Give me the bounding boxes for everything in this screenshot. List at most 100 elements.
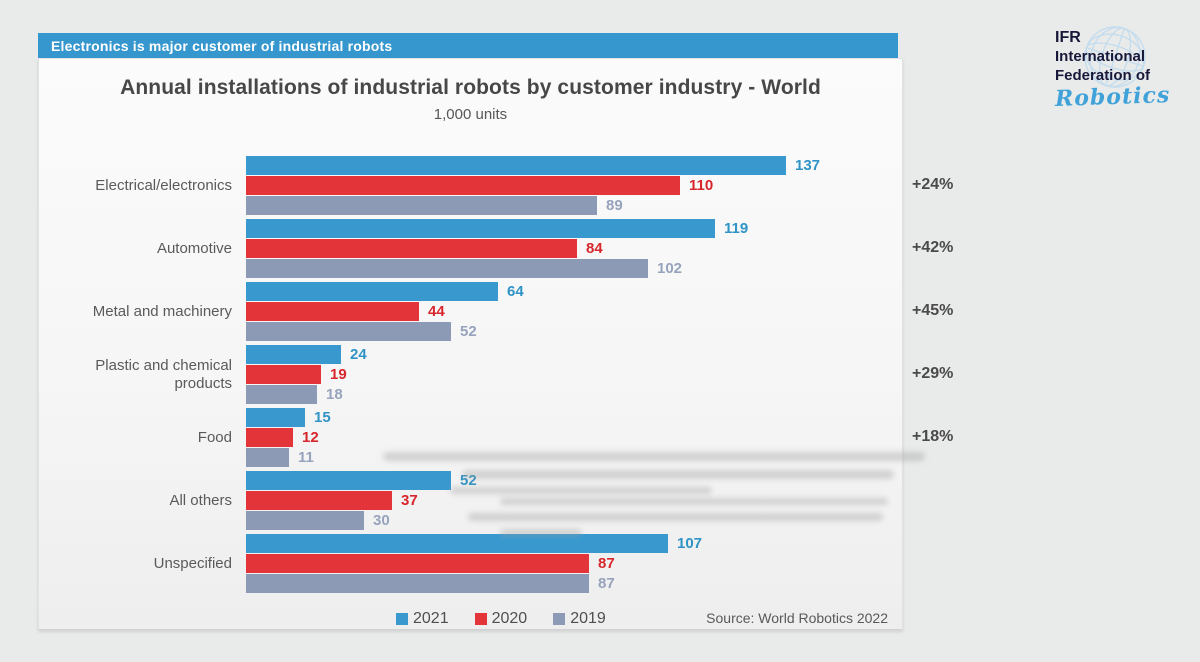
bars-stack: 15 12 11 <box>246 408 331 467</box>
bar-2020 <box>246 554 589 573</box>
bar-2019 <box>246 259 648 278</box>
bar-row: 87 <box>246 554 702 573</box>
bar-row: 44 <box>246 302 524 321</box>
bar-value-label: 87 <box>598 555 615 572</box>
growth-slot <box>912 470 992 529</box>
blur-artifact <box>500 529 582 536</box>
category-label: Food <box>197 428 232 446</box>
bar-row: 19 <box>246 365 367 384</box>
bar-group: Plastic and chemical products 24 19 18 <box>39 345 902 404</box>
bar-row: 37 <box>246 491 477 510</box>
growth-label: +42% <box>912 238 954 256</box>
bar-row: 12 <box>246 428 331 447</box>
legend-item-2021: 2021 <box>396 610 449 628</box>
bar-row: 52 <box>246 322 524 341</box>
category-label: Unspecified <box>153 554 232 572</box>
bar-value-label: 37 <box>401 492 418 509</box>
bar-value-label: 102 <box>657 260 683 277</box>
bars-stack: 119 84 102 <box>246 219 748 278</box>
bar-2019 <box>246 448 289 467</box>
bar-2020 <box>246 365 321 384</box>
bar-value-label: 24 <box>350 346 367 363</box>
bar-row: 24 <box>246 345 367 364</box>
legend-item-2020: 2020 <box>474 610 528 628</box>
bar-value-label: 44 <box>428 303 445 320</box>
growth-slot: +24% <box>912 155 992 214</box>
logo-line-3: Federation of <box>1055 67 1151 84</box>
chart-rows: Electrical/electronics 137 110 89 Automotive… <box>39 156 902 593</box>
growth-slot <box>912 533 992 592</box>
bar-value-label: 52 <box>460 472 477 489</box>
legend-item-2019: 2019 <box>553 610 606 628</box>
bar-2020 <box>246 302 419 321</box>
ifr-logo: IFR International Federation of Robotics <box>1054 26 1200 123</box>
bar-row: 18 <box>246 385 367 404</box>
growth-slot: +42% <box>912 218 992 277</box>
bar-row: 30 <box>246 511 477 530</box>
bar-value-label: 84 <box>586 240 603 257</box>
bar-value-label: 15 <box>314 409 331 426</box>
growth-label: +24% <box>912 175 954 193</box>
bar-value-label: 52 <box>460 323 477 340</box>
bar-row: 15 <box>246 408 331 427</box>
logo-script-robotics: Robotics <box>1054 81 1171 112</box>
bar-2021 <box>246 408 305 427</box>
bar-value-label: 12 <box>302 429 319 446</box>
bar-2020 <box>246 491 392 510</box>
bar-value-label: 89 <box>606 197 623 214</box>
bar-group: Unspecified 107 87 87 <box>39 534 902 593</box>
bar-2021 <box>246 219 715 238</box>
bar-row: 64 <box>246 282 524 301</box>
source-text: Source: World Robotics 2022 <box>706 610 888 626</box>
blur-artifact <box>383 452 925 461</box>
bar-2021 <box>246 345 341 364</box>
logo-text: IFR International Federation of <box>1055 28 1200 85</box>
chart-title: Annual installations of industrial robot… <box>120 76 821 99</box>
legend-label: 2021 <box>413 610 449 627</box>
bar-row: 119 <box>246 219 748 238</box>
chart-panel: Annual installations of industrial robot… <box>38 58 903 630</box>
legend-label: 2020 <box>491 610 528 627</box>
bar-group: Food 15 12 11 <box>39 408 902 467</box>
blur-artifact <box>468 513 883 521</box>
bar-row: 87 <box>246 574 702 593</box>
blur-artifact <box>462 470 894 479</box>
bar-2021 <box>246 282 498 301</box>
blur-artifact <box>500 498 888 505</box>
bars-stack: 24 19 18 <box>246 345 367 404</box>
bars-stack: 64 44 52 <box>246 282 524 341</box>
bars-stack: 52 37 30 <box>246 471 477 530</box>
logo-line-2: International <box>1055 48 1146 65</box>
bar-row: 137 <box>246 156 820 175</box>
bar-row: 84 <box>246 239 748 258</box>
bar-group: All others 52 37 30 <box>39 471 902 530</box>
bar-row: 11 <box>246 448 331 467</box>
bar-group: Automotive 119 84 102 <box>39 219 902 278</box>
logo-line-1: IFR <box>1055 29 1081 46</box>
growth-label: +29% <box>912 364 954 382</box>
legend: 2021 2020 2019 <box>396 608 606 630</box>
category-label: Metal and machinery <box>92 302 232 320</box>
growth-slot: +29% <box>912 344 992 403</box>
bar-2019 <box>246 385 317 404</box>
growth-slot: +18% <box>912 407 992 466</box>
bar-row: 107 <box>246 534 702 553</box>
globe-icon <box>1084 26 1146 88</box>
blur-artifact <box>450 487 712 494</box>
headline-text: Electronics is major customer of industr… <box>51 37 393 54</box>
bar-value-label: 87 <box>598 575 615 592</box>
bar-row: 102 <box>246 259 748 278</box>
bar-row: 52 <box>246 471 477 490</box>
bar-value-label: 137 <box>795 157 821 174</box>
bar-value-label: 64 <box>507 283 524 300</box>
legend-swatch-2021 <box>396 613 408 625</box>
growth-label: +18% <box>912 427 954 445</box>
bar-2021 <box>246 534 668 553</box>
bar-value-label: 119 <box>724 220 749 237</box>
bar-2019 <box>246 322 451 341</box>
growth-label: +45% <box>912 301 954 319</box>
legend-swatch-2020 <box>474 613 487 625</box>
bar-group: Metal and machinery 64 44 52 <box>39 282 902 341</box>
bar-2020 <box>246 239 577 258</box>
